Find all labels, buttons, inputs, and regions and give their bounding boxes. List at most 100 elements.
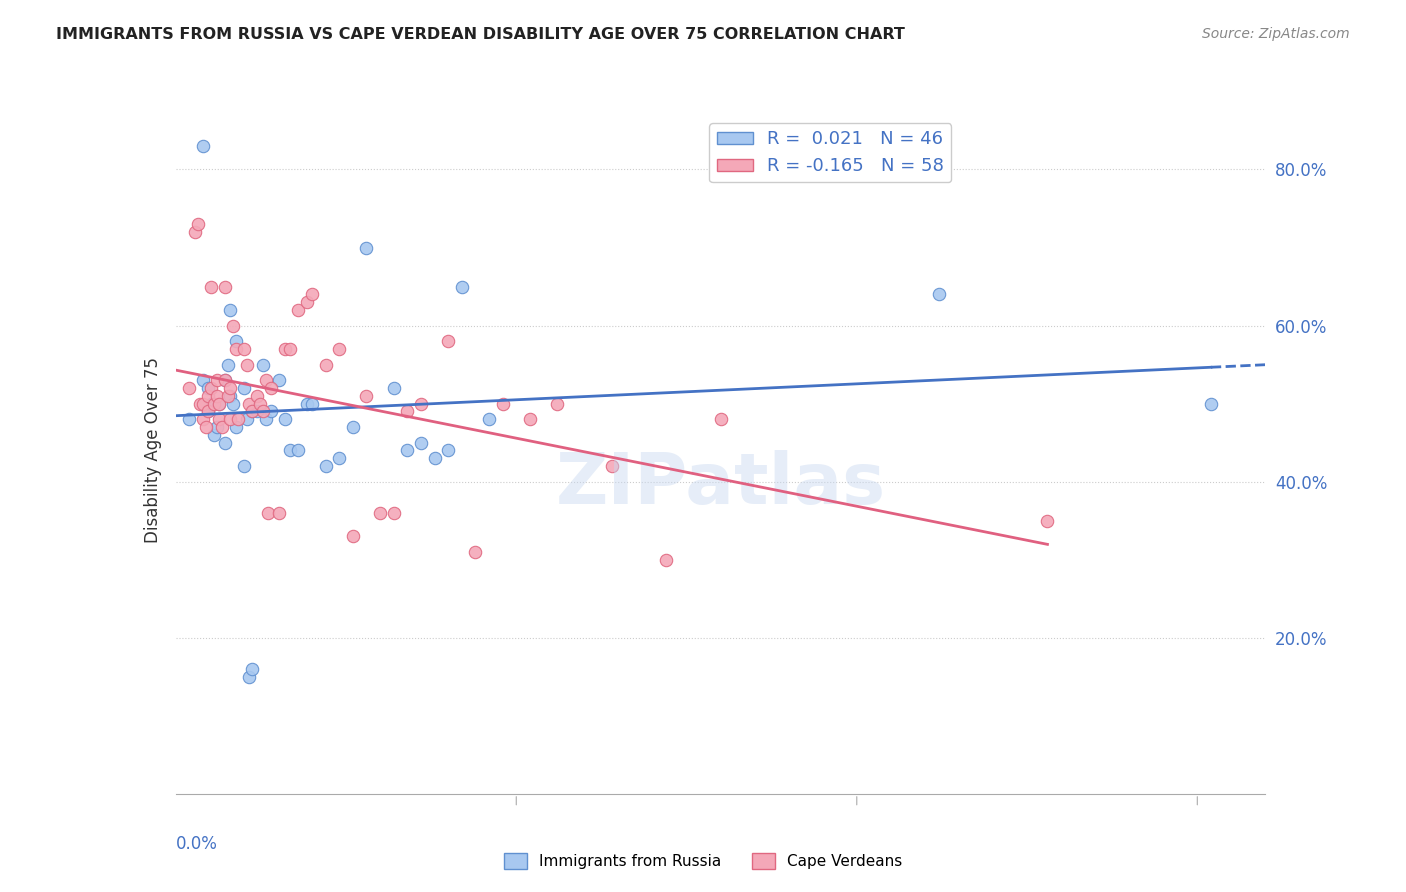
Point (519, 412, 541, 426)
Point (1199, 396, 1222, 410)
Point (382, 381, 405, 395)
Point (232, 381, 254, 395)
Point (205, 389, 228, 403)
Point (219, 381, 242, 395)
Point (655, 552, 678, 567)
Point (222, 318, 245, 333)
Point (368, 506, 391, 520)
Point (252, 404, 274, 418)
Point (710, 412, 733, 426)
Point (225, 420, 247, 434)
Point (269, 373, 291, 387)
Point (222, 396, 245, 410)
Point (928, 287, 950, 301)
Point (219, 389, 242, 403)
Point (214, 373, 236, 387)
Text: IMMIGRANTS FROM RUSSIA VS CAPE VERDEAN DISABILITY AGE OVER 75 CORRELATION CHART: IMMIGRANTS FROM RUSSIA VS CAPE VERDEAN D… (56, 27, 905, 42)
Point (252, 358, 274, 372)
Point (409, 435, 432, 450)
Point (287, 302, 309, 317)
Point (301, 396, 323, 410)
Point (260, 404, 283, 418)
Point (450, 279, 472, 293)
Point (1036, 514, 1059, 528)
Point (246, 404, 269, 418)
Point (287, 443, 309, 458)
Point (356, 389, 378, 403)
Point (200, 279, 222, 293)
Legend: Immigrants from Russia, Cape Verdeans: Immigrants from Russia, Cape Verdeans (498, 847, 908, 875)
Point (295, 295, 318, 310)
Point (202, 396, 225, 410)
Point (437, 443, 460, 458)
Point (301, 287, 323, 301)
Point (219, 302, 242, 317)
Point (217, 358, 239, 372)
Point (200, 396, 222, 410)
Point (214, 435, 236, 450)
Point (328, 342, 350, 356)
Point (214, 373, 236, 387)
Point (246, 389, 269, 403)
Text: ZIPatlas: ZIPatlas (555, 450, 886, 519)
Point (356, 240, 378, 255)
Point (240, 662, 263, 676)
Point (197, 381, 219, 395)
Point (295, 396, 318, 410)
Point (186, 217, 209, 231)
Text: 0.0%: 0.0% (176, 835, 218, 853)
Point (492, 396, 515, 410)
Point (179, 381, 201, 395)
Point (214, 279, 236, 293)
Point (217, 389, 239, 403)
Point (409, 396, 432, 410)
Point (235, 412, 257, 426)
Point (191, 373, 214, 387)
Point (600, 458, 623, 473)
Text: Source: ZipAtlas.com: Source: ZipAtlas.com (1202, 27, 1350, 41)
Point (179, 412, 201, 426)
Point (191, 412, 214, 426)
Point (274, 412, 297, 426)
Point (184, 225, 207, 239)
Point (396, 443, 419, 458)
Point (197, 404, 219, 418)
Point (238, 396, 260, 410)
Y-axis label: Disability Age Over 75: Disability Age Over 75 (143, 358, 162, 543)
Point (423, 451, 446, 466)
Legend: R =  0.021   N = 46, R = -0.165   N = 58: R = 0.021 N = 46, R = -0.165 N = 58 (710, 123, 952, 182)
Point (225, 342, 247, 356)
Point (205, 420, 228, 434)
Point (208, 412, 231, 426)
Point (208, 396, 231, 410)
Point (191, 139, 214, 153)
Point (240, 404, 263, 418)
Point (278, 443, 301, 458)
Point (211, 420, 233, 434)
Point (232, 342, 254, 356)
Point (396, 404, 419, 418)
Point (254, 412, 277, 426)
Point (342, 529, 364, 543)
Point (197, 404, 219, 418)
Point (437, 334, 460, 348)
Point (240, 404, 263, 418)
Point (315, 358, 337, 372)
Point (200, 381, 222, 395)
Point (257, 506, 280, 520)
Point (478, 412, 501, 426)
Point (464, 545, 486, 559)
Point (269, 506, 291, 520)
Point (232, 458, 254, 473)
Point (260, 381, 283, 395)
Point (235, 358, 257, 372)
Point (191, 396, 214, 410)
Point (328, 451, 350, 466)
Point (315, 458, 337, 473)
Point (208, 396, 231, 410)
Point (342, 420, 364, 434)
Point (202, 427, 225, 442)
Point (382, 506, 405, 520)
Point (278, 342, 301, 356)
Point (225, 334, 247, 348)
